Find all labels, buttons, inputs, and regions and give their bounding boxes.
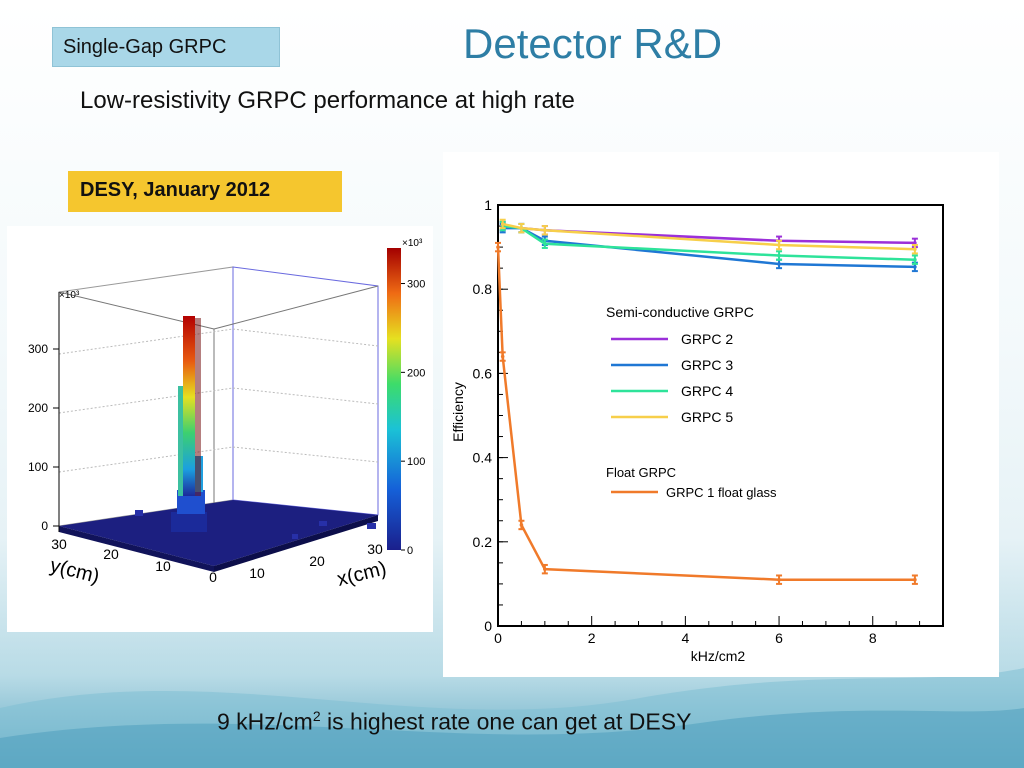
lego-bump — [292, 534, 298, 539]
lego-y-tick-label: 30 — [51, 536, 67, 552]
lego-bump — [319, 521, 327, 526]
efficiency-chart-panel: 0 2 4 6 8 0 0.2 0.4 0.6 0.8 1 kHz/cm2 Efficiency S… — [443, 152, 999, 677]
lego-colorbar-ticks: 0 100 200 300 — [401, 279, 425, 557]
efficiency-y-tick-label: 0.4 — [473, 450, 493, 466]
efficiency-data-point — [913, 265, 917, 269]
lego-back-right-panel — [232, 266, 379, 516]
lego-colorbar-multiplier: ×10³ — [402, 238, 423, 249]
efficiency-data-point — [913, 577, 917, 582]
efficiency-data-point — [913, 247, 917, 252]
lego-floor-front-right — [214, 515, 378, 572]
footer-note: 9 kHz/cm2 is highest rate one can get at… — [217, 708, 691, 736]
lego-z-tick-label: 300 — [28, 342, 48, 356]
lego-colorbar-tick-label: 100 — [407, 456, 425, 468]
lego-bump — [135, 510, 143, 516]
efficiency-data-point — [777, 577, 781, 582]
lego-x-ticks: 0 10 20 30 — [209, 541, 383, 585]
lego-bump — [367, 523, 376, 529]
efficiency-data-point — [500, 222, 505, 226]
slide-subtitle: Low-resistivity GRPC performance at high… — [80, 87, 575, 114]
efficiency-data-point — [913, 241, 917, 245]
efficiency-chart: 0 2 4 6 8 0 0.2 0.4 0.6 0.8 1 kHz/cm2 Efficiency S… — [450, 197, 944, 664]
efficiency-x-tick-label: 8 — [869, 630, 877, 646]
lego-y-tick-label: 10 — [155, 558, 171, 574]
lego-grid — [58, 328, 379, 473]
efficiency-data-point — [777, 243, 781, 247]
efficiency-data-point — [543, 228, 547, 233]
efficiency-x-tick-label: 0 — [494, 630, 502, 646]
lego-colorbar-tick-label: 200 — [407, 367, 425, 379]
efficiency-y-tick-label: 0.2 — [473, 534, 493, 550]
efficiency-y-tick-label: 0.8 — [473, 281, 493, 297]
efficiency-axis-ticks: 0 2 4 6 8 0 0.2 0.4 0.6 0.8 1 — [473, 197, 921, 646]
footer-text-before: 9 kHz/cm — [217, 708, 313, 735]
lego-y-ticks: 30 20 10 — [51, 536, 171, 574]
lego-colorbar-tick-label: 0 — [407, 545, 413, 557]
lego-z-ticks: 0 100 200 300 — [28, 342, 59, 533]
efficiency-series-group — [495, 241, 918, 585]
efficiency-series — [495, 218, 918, 585]
efficiency-data-point — [777, 253, 781, 258]
desy-badge: DESY, January 2012 — [68, 171, 342, 212]
lego-y-label: y(cm) — [48, 555, 102, 588]
efficiency-series-group — [499, 218, 918, 255]
efficiency-legend-label: GRPC 2 — [681, 331, 733, 347]
background-wave — [0, 668, 1024, 768]
lego-z-multiplier: ×10³ — [59, 290, 80, 301]
efficiency-legend-label: GRPC 3 — [681, 357, 733, 373]
efficiency-legend-label: GRPC 4 — [681, 383, 733, 399]
lego-floor — [59, 500, 378, 566]
lego-plot-panel: 0 100 200 300 ×10³ 0 10 20 30 30 20 10 x(cm) y(c… — [7, 226, 433, 632]
efficiency-data-point — [543, 241, 547, 246]
lego-top-edge-right — [213, 285, 379, 330]
efficiency-y-tick-label: 0 — [484, 618, 492, 634]
lego-x-tick-label: 20 — [309, 553, 325, 569]
lego-x-tick-label: 0 — [209, 569, 217, 585]
efficiency-y-tick-label: 1 — [484, 197, 492, 213]
efficiency-x-tick-label: 6 — [775, 630, 783, 646]
efficiency-y-tick-label: 0.6 — [473, 365, 493, 381]
efficiency-data-point — [777, 262, 781, 266]
lego-x-tick-label: 10 — [249, 565, 265, 581]
lego-x-tick-label: 30 — [367, 541, 383, 557]
efficiency-data-point — [913, 257, 917, 262]
efficiency-data-point — [519, 523, 524, 527]
efficiency-y-label: Efficiency — [450, 382, 466, 442]
lego-x-label: x(cm) — [335, 557, 389, 590]
lego-y-tick-label: 20 — [103, 546, 119, 562]
efficiency-data-point — [519, 226, 524, 230]
lego-colorbar — [387, 248, 401, 550]
efficiency-data-point — [496, 245, 500, 249]
lego-z-tick-label: 0 — [41, 519, 48, 533]
section-tag-label: Single-Gap GRPC — [63, 36, 227, 58]
slide-title: Detector R&D — [463, 20, 723, 67]
section-tag: Single-Gap GRPC — [52, 27, 280, 67]
efficiency-legend-label: GRPC 1 float glass — [666, 485, 777, 500]
efficiency-legend: Semi-conductive GRPC GRPC 2 GRPC 3 GRPC 4 GR… — [606, 304, 777, 500]
lego-colorbar-tick-label: 300 — [407, 279, 425, 291]
efficiency-legend-group-title: Semi-conductive GRPC — [606, 304, 754, 320]
efficiency-data-point — [500, 354, 505, 359]
efficiency-data-point — [543, 567, 547, 571]
efficiency-series-line — [496, 247, 915, 581]
footer-superscript: 2 — [312, 708, 321, 724]
footer-text-after: is highest rate one can get at DESY — [320, 708, 692, 735]
lego-floor-front-left — [59, 526, 214, 572]
efficiency-x-tick-label: 2 — [588, 630, 596, 646]
efficiency-x-tick-label: 4 — [681, 630, 689, 646]
efficiency-x-label: kHz/cm2 — [691, 648, 746, 664]
efficiency-legend-label: GRPC 5 — [681, 409, 733, 425]
lego-back-left-panel — [58, 266, 234, 527]
lego-plot: 0 100 200 300 ×10³ 0 10 20 30 30 20 10 x(cm) y(c… — [28, 238, 425, 591]
lego-z-tick-label: 200 — [28, 401, 48, 415]
efficiency-legend-group-title: Float GRPC — [606, 465, 676, 480]
lego-peak-tower — [171, 316, 207, 532]
lego-z-tick-label: 100 — [28, 460, 48, 474]
desy-badge-label: DESY, January 2012 — [80, 179, 271, 201]
